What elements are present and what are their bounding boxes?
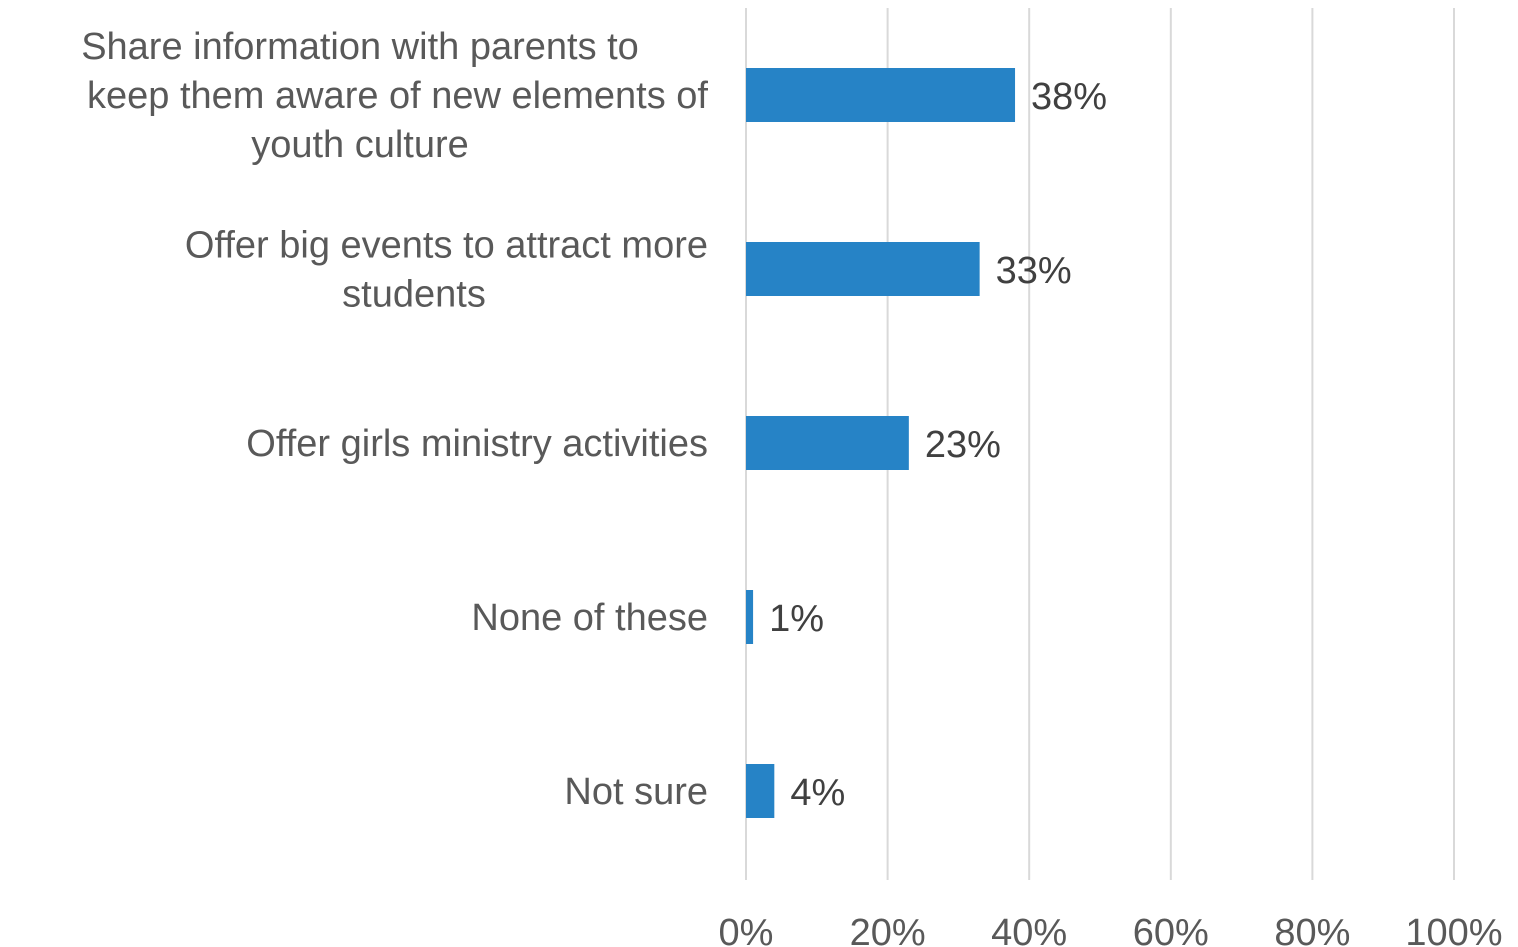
category-label: Not sure bbox=[564, 771, 708, 813]
category-label: Offer big events to attract more students bbox=[185, 225, 708, 316]
x-tick-label: 80% bbox=[1274, 912, 1350, 947]
category-label-line: Offer girls ministry activities bbox=[246, 423, 708, 465]
value-labels: 38% 33% 23% 1% 4% bbox=[769, 76, 1107, 814]
x-tick-label: 0% bbox=[719, 912, 774, 947]
category-label-line: Not sure bbox=[564, 771, 708, 813]
x-tick-label: 100% bbox=[1405, 912, 1502, 947]
category-label-line: keep them aware of new elements of bbox=[87, 75, 708, 117]
category-label-line: students bbox=[342, 274, 486, 316]
value-label: 1% bbox=[769, 598, 824, 640]
bar bbox=[746, 416, 909, 470]
value-label: 4% bbox=[790, 772, 845, 814]
bar bbox=[746, 590, 754, 644]
value-label: 38% bbox=[1031, 76, 1107, 118]
bars bbox=[746, 68, 1016, 818]
bar bbox=[746, 242, 980, 296]
category-label: None of these bbox=[471, 597, 708, 639]
x-tick-label: 40% bbox=[991, 912, 1067, 947]
x-tick-label: 20% bbox=[850, 912, 926, 947]
bar bbox=[746, 68, 1016, 122]
value-label: 33% bbox=[996, 250, 1072, 292]
category-label: Offer girls ministry activities bbox=[246, 423, 708, 465]
category-label-line: youth culture bbox=[251, 124, 469, 166]
x-axis-ticks: 0% 20% 40% 60% 80% 100% bbox=[719, 912, 1503, 947]
category-labels: Share information with parents to keep th… bbox=[81, 26, 708, 813]
category-label-line: Offer big events to attract more bbox=[185, 225, 708, 267]
gridlines bbox=[745, 8, 1455, 880]
category-label-line: Share information with parents to bbox=[81, 26, 639, 68]
category-label: Share information with parents to keep th… bbox=[81, 26, 708, 166]
bar bbox=[746, 764, 775, 818]
x-tick-label: 60% bbox=[1133, 912, 1209, 947]
value-label: 23% bbox=[925, 424, 1001, 466]
category-label-line: None of these bbox=[471, 597, 708, 639]
